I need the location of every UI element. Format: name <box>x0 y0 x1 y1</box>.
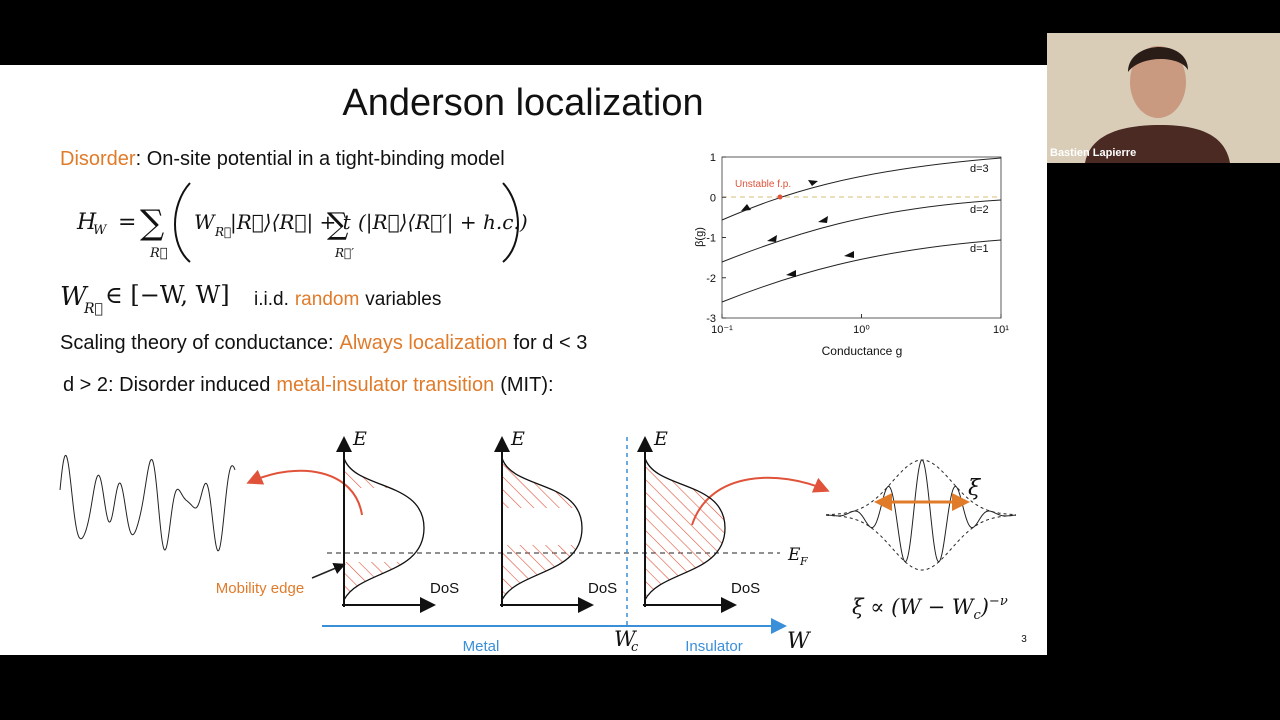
flow-arrow <box>786 270 796 277</box>
page-number: 3 <box>1021 634 1027 645</box>
label: Insulator <box>685 638 743 655</box>
math: E <box>352 428 367 450</box>
math: W <box>194 210 216 234</box>
curve-label: d=2 <box>970 204 989 216</box>
math: (|R⃗⟩⟨R⃗′| + h.c.) <box>358 210 528 235</box>
label: Metal <box>463 638 500 655</box>
arrow <box>311 562 346 579</box>
text: d > 2: Disorder induced <box>63 374 270 396</box>
text: : On-site potential in a tight-binding m… <box>136 148 505 170</box>
math: c <box>631 640 639 655</box>
text: Scaling theory of conductance: <box>60 332 334 354</box>
webcam: Bastien Lapierre <box>1047 33 1280 163</box>
math: R⃗ <box>83 301 103 317</box>
x-tick-label: 10⁻¹ <box>711 324 733 336</box>
beta-plot: Unstable f.p. d=3 d=2 d=1 β(g) Conductan… <box>694 152 1009 358</box>
wavefunction <box>59 454 236 552</box>
flow-arrow <box>818 216 828 223</box>
label: DoS <box>588 580 617 597</box>
label: DoS <box>731 580 760 597</box>
flow-arrow <box>844 251 854 258</box>
y-tick-label: -1 <box>706 233 716 245</box>
highlight: Always localization <box>340 332 508 354</box>
highlight: metal-insulator transition <box>276 374 494 396</box>
person-hair <box>1128 46 1188 72</box>
y-tick-label: 0 <box>710 192 716 204</box>
curve-label: d=3 <box>970 163 989 175</box>
arrow <box>246 469 363 516</box>
y-tick-label: -3 <box>706 313 716 325</box>
dos-curve <box>343 457 425 601</box>
math: E <box>510 428 525 450</box>
math: H <box>76 210 97 235</box>
math: ξ ∝ (W − W <box>852 595 976 619</box>
flow-arrow <box>767 235 777 242</box>
person-body <box>1085 125 1230 163</box>
annotation: Unstable f.p. <box>735 179 791 190</box>
math: W <box>93 223 108 238</box>
text: for d < 3 <box>513 332 587 354</box>
dos-curve <box>501 457 583 601</box>
math: c <box>973 608 981 623</box>
math: |R⃗⟩⟨R⃗| + t <box>230 210 352 235</box>
scaling-line: Scaling theory of conductance: Always loc… <box>60 332 587 354</box>
curve <box>721 239 1002 303</box>
label: DoS <box>430 580 459 597</box>
dos-curve <box>644 457 726 601</box>
text: i.i.d. <box>254 289 289 310</box>
highlight: random <box>295 289 359 310</box>
math: F <box>799 555 808 568</box>
y-axis-label: β(g) <box>694 227 706 247</box>
curve-label: d=1 <box>970 243 989 255</box>
wavepacket <box>825 459 1016 563</box>
fixed-point <box>777 194 783 200</box>
hamiltonian: H W = ∑ R⃗ W R⃗ |R⃗⟩⟨R⃗| + t ∑ R⃗′ (|R⃗⟩… <box>76 182 528 263</box>
math: W <box>787 629 812 654</box>
random-line: i.i.d. random variables <box>254 289 441 310</box>
mit-line: d > 2: Disorder induced metal-insulator t… <box>63 374 554 396</box>
math: R⃗′ <box>334 246 354 260</box>
y-tick-label: -2 <box>706 273 716 285</box>
paren <box>502 182 519 263</box>
x-tick-label: 10⁰ <box>853 324 870 336</box>
x-tick-label: 10¹ <box>993 324 1009 336</box>
math: W <box>614 627 638 651</box>
disorder-line: Disorder: On-site potential in a tight-b… <box>60 148 505 170</box>
text: (MIT): <box>500 374 553 396</box>
math: W <box>60 282 89 312</box>
label: Mobility edge <box>216 580 304 597</box>
highlight: Disorder <box>60 148 136 170</box>
webcam-name: Bastien Lapierre <box>1050 147 1136 159</box>
math: E <box>653 428 668 450</box>
math: −ν <box>989 594 1008 609</box>
math: R⃗ <box>149 246 168 261</box>
math: ξ <box>968 476 982 501</box>
math: = <box>118 210 136 235</box>
envelope <box>826 459 1016 571</box>
math: E <box>787 545 801 565</box>
flow-arrow <box>808 180 818 186</box>
math: ∑ <box>327 207 349 242</box>
text: variables <box>365 289 441 310</box>
math: ) <box>980 595 989 619</box>
y-tick-label: 1 <box>710 152 716 164</box>
math: ∑ <box>140 203 164 243</box>
math: R⃗ <box>214 225 231 239</box>
flow-arrow <box>741 204 751 211</box>
person-head <box>1130 46 1186 118</box>
math: ∈ [−W, W] <box>105 281 230 309</box>
x-axis-label: Conductance g <box>822 344 903 358</box>
curve <box>721 199 1002 263</box>
paren <box>174 182 191 263</box>
slide-title: Anderson localization <box>342 82 703 124</box>
math: ξ ∝ (W − Wc)−ν <box>852 594 1008 623</box>
